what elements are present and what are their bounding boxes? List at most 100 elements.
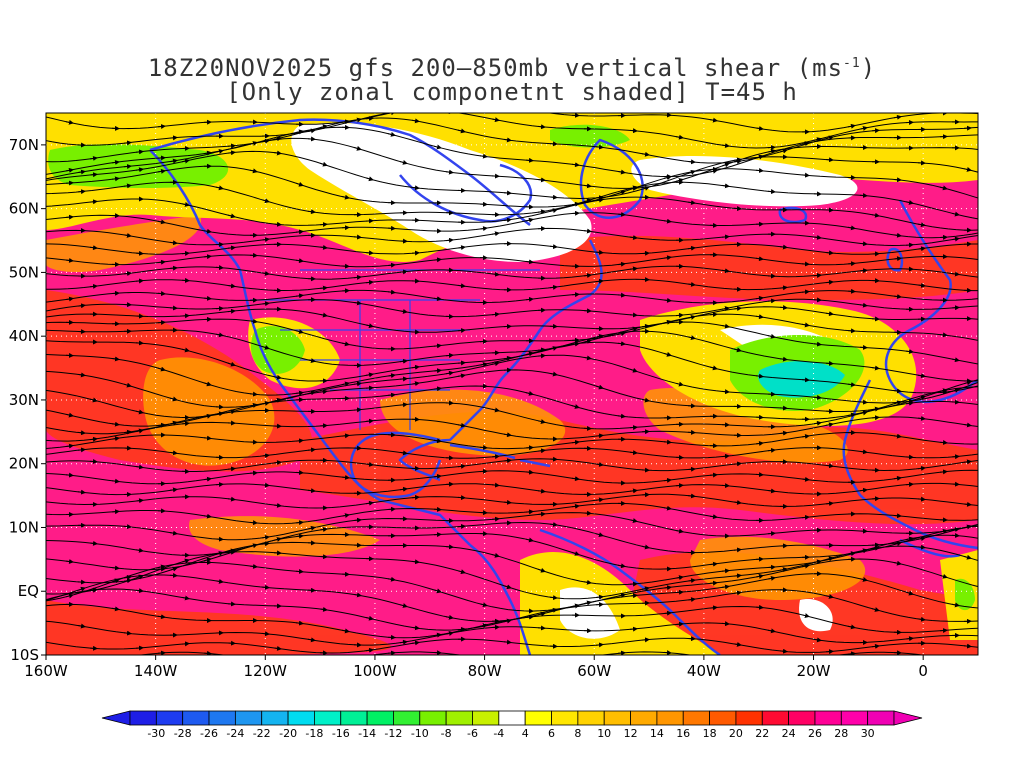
streamline-arrow [847, 261, 856, 267]
streamline-arrow [479, 362, 488, 368]
streamline-arrow [503, 584, 512, 590]
streamline-arrow [663, 439, 672, 445]
colorbar-swatch [340, 710, 368, 726]
streamline-arrow [617, 563, 626, 569]
colorbar-swatch [656, 710, 684, 726]
streamline-arrow [295, 293, 304, 299]
streamline-arrow [595, 594, 604, 600]
streamline-arrow [917, 415, 926, 421]
streamline-arrow [549, 607, 558, 613]
streamline-arrow [583, 228, 592, 234]
streamline [46, 313, 978, 350]
streamline-arrow [273, 136, 282, 142]
streamline-arrow [399, 402, 408, 408]
streamline-arrow [893, 177, 902, 183]
streamline-arrow [525, 259, 534, 265]
streamline-arrow [457, 463, 466, 469]
streamline-arrow [77, 303, 86, 309]
streamline-arrow [261, 631, 270, 637]
streamline-arrow [341, 341, 350, 347]
streamline-arrow [341, 433, 350, 439]
streamline-arrow [457, 283, 466, 289]
streamline-arrow [111, 606, 120, 612]
streamline-arrow [755, 373, 764, 379]
streamline-arrow [89, 587, 98, 593]
streamline-arrow [135, 498, 144, 504]
streamline-arrow [709, 117, 718, 123]
streamline-arrow [457, 128, 466, 134]
streamline-arrow [387, 262, 396, 268]
streamline-arrow [135, 250, 144, 256]
colorbar-swatch [287, 710, 315, 726]
streamline-arrow [341, 628, 350, 634]
lon-tick-label: 80W [468, 662, 502, 680]
streamline-arrow [433, 473, 442, 479]
streamline-arrow [859, 449, 868, 455]
streamline-arrow [617, 592, 626, 598]
streamline-arrow [203, 513, 212, 519]
streamline-arrow [537, 488, 546, 494]
streamline-arrow [491, 482, 500, 488]
streamline-arrow [227, 213, 236, 219]
lon-tick-label: 20W [797, 662, 831, 680]
streamline-arrow [203, 476, 212, 482]
streamline-arrow [755, 125, 764, 131]
streamline-arrow [917, 496, 926, 502]
streamline-arrow [89, 540, 98, 546]
colorbar-label: 4 [522, 727, 529, 740]
streamline-arrow [733, 306, 742, 312]
streamline-arrow [353, 381, 362, 387]
streamline-arrow [595, 278, 604, 284]
streamline-arrow [859, 399, 868, 405]
streamline-arrow [365, 500, 374, 506]
streamline-arrow [825, 135, 834, 141]
colorbar-label: -24 [226, 727, 244, 740]
streamline-arrow [537, 353, 546, 359]
streamline-arrow [709, 561, 718, 567]
streamline-arrow [813, 234, 822, 240]
streamline-arrow [687, 159, 696, 165]
streamline-arrow [503, 639, 512, 645]
streamline-arrow [399, 450, 408, 456]
streamline-arrow [227, 143, 236, 149]
streamline-arrow [617, 261, 626, 267]
streamline-arrow [537, 448, 546, 454]
streamline-arrow [365, 418, 374, 424]
streamline-arrow [571, 439, 580, 445]
streamline [46, 400, 978, 435]
streamline-arrow [135, 149, 144, 155]
streamline-arrow [491, 311, 500, 317]
streamline-arrow [825, 279, 834, 285]
streamline-arrow [457, 245, 466, 251]
streamline-arrow [319, 606, 328, 612]
streamline-arrow [433, 588, 442, 594]
colorbar-swatch [445, 710, 473, 726]
streamline-arrow [503, 499, 512, 505]
streamline-arrow [733, 157, 742, 163]
streamline-arrow [629, 128, 638, 134]
streamline-arrow [249, 391, 258, 397]
colorbar-label: 28 [834, 727, 848, 740]
streamline-arrow [123, 140, 132, 146]
streamline-arrow [111, 159, 120, 165]
streamline-arrow [939, 440, 948, 445]
streamline-arrow [387, 373, 396, 379]
streamline-arrow [295, 620, 304, 626]
streamline-arrow [675, 621, 684, 627]
streamline-arrow [641, 397, 650, 403]
streamline-arrow [951, 388, 960, 393]
streamline-arrow [537, 209, 546, 215]
streamline-arrow [181, 641, 190, 647]
colorbar-label: -6 [467, 727, 478, 740]
streamline-arrow [779, 430, 788, 436]
streamline-arrow [675, 134, 684, 140]
streamline-arrow [181, 421, 190, 427]
streamline-arrow [675, 575, 684, 581]
streamline-arrow [779, 244, 788, 250]
streamline-arrow [767, 628, 776, 634]
streamline-arrow [295, 568, 304, 574]
streamline-arrow [779, 305, 788, 311]
streamline-arrow [111, 356, 120, 362]
streamline-arrow [227, 361, 236, 367]
streamline-arrow [77, 372, 86, 378]
